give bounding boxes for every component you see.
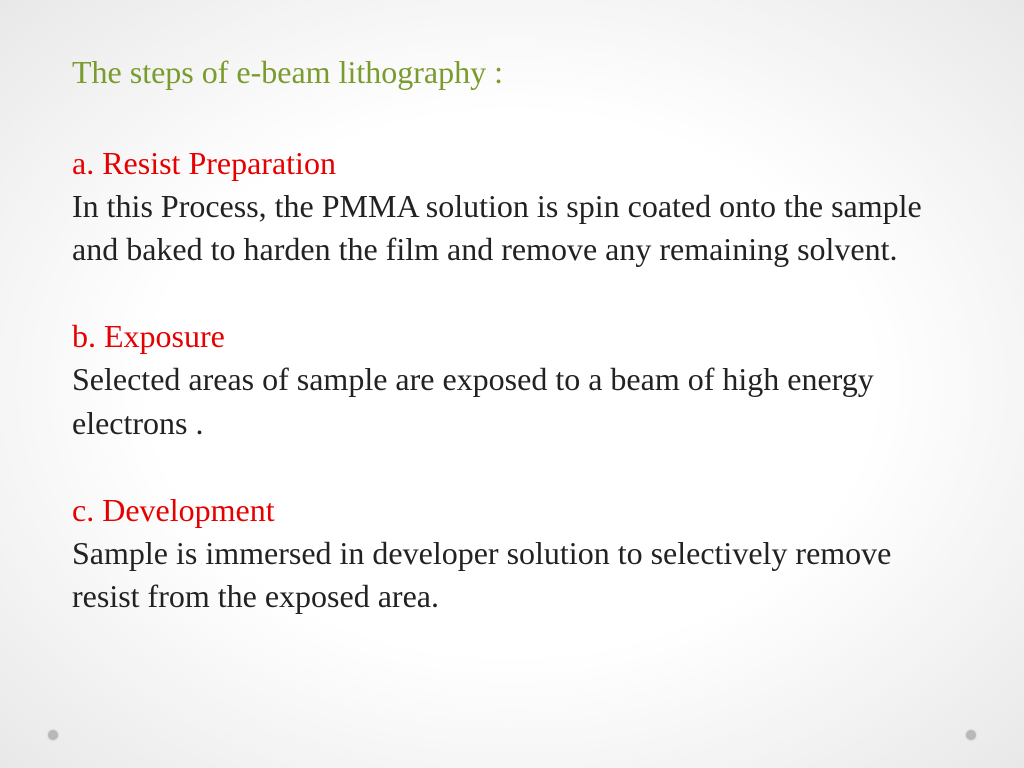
section-body: Selected areas of sample are exposed to … <box>72 358 952 444</box>
section-heading: a. Resist Preparation <box>72 142 952 185</box>
slide-title: The steps of e-beam lithography : <box>72 52 952 94</box>
section-body: In this Process, the PMMA solution is sp… <box>72 185 952 271</box>
prev-dot-icon[interactable] <box>48 730 58 740</box>
section-heading: c. Development <box>72 489 952 532</box>
section-c: c. Development Sample is immersed in dev… <box>72 489 952 619</box>
slide-content: The steps of e-beam lithography : a. Res… <box>0 0 1024 768</box>
section-a: a. Resist Preparation In this Process, t… <box>72 142 952 272</box>
nav-dots <box>0 730 1024 740</box>
next-dot-icon[interactable] <box>966 730 976 740</box>
section-b: b. Exposure Selected areas of sample are… <box>72 315 952 445</box>
section-body: Sample is immersed in developer solution… <box>72 532 952 618</box>
section-heading: b. Exposure <box>72 315 952 358</box>
